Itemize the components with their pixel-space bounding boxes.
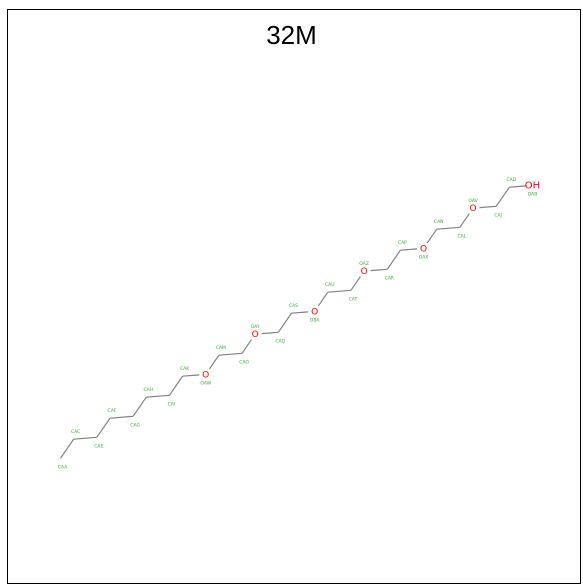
bond-oaw-cam: [208, 354, 220, 370]
bond-cat-oaz: [350, 276, 361, 291]
atom-symbol-oax: O: [420, 244, 427, 254]
atom-label-cal: CAL: [458, 233, 467, 239]
atom-label-cam: CAM: [216, 345, 226, 351]
bond-caa-cac: [60, 438, 75, 459]
bond-caf-cag: [109, 415, 134, 419]
atom-label-cae: CAE: [94, 443, 103, 449]
bond-cah-cai: [146, 394, 170, 398]
bond-cag-cah: [132, 396, 147, 417]
atom-label-cak: CAK: [180, 366, 190, 372]
atom-label-caa: CAA: [58, 464, 68, 470]
atom-label-cai: CAI: [168, 401, 176, 407]
bond-can-cal: [436, 226, 460, 230]
bond-cao-oay: [241, 339, 253, 354]
bond-cak-oaw: [182, 374, 200, 377]
atom-label-cat: CAT: [349, 296, 358, 302]
bond-car-cap: [386, 249, 401, 270]
bond-oav-caj: [479, 205, 497, 209]
atom-label-cau: CAU: [325, 282, 335, 288]
atom-label-cah: CAH: [143, 387, 153, 393]
bond-oba-cau: [317, 291, 329, 307]
atom-label-oax: OAX: [419, 254, 429, 260]
bond-cai-cak: [168, 375, 184, 396]
atom-label-cas: CAS: [289, 303, 298, 309]
bond-oaz-car: [370, 268, 388, 272]
atom-label-caj: CAJ: [494, 212, 502, 218]
atom-symbol-oab: OH: [525, 180, 540, 191]
bond-cad-oab: [509, 185, 527, 188]
atom-symbol-oba: O: [311, 307, 318, 317]
molecule-title: 32M: [266, 20, 317, 50]
bond-cas-oba: [291, 311, 309, 314]
atom-label-cad: CAD: [506, 177, 516, 183]
bond-oay-caq: [261, 331, 279, 335]
atom-label-caq: CAQ: [276, 338, 286, 344]
atom-label-can: CAN: [434, 219, 444, 225]
atom-label-oab: OAB: [528, 191, 538, 197]
figure-frame: [7, 9, 581, 584]
bond-cal-oav: [459, 213, 470, 228]
atom-label-oaw: OAW: [200, 380, 211, 386]
atom-label-cao: CAO: [239, 359, 249, 365]
bond-cam-cao: [218, 352, 243, 356]
atom-label-oba: OBA: [310, 317, 321, 323]
bond-cau-cat: [327, 289, 352, 293]
atom-symbol-oaw: O: [202, 370, 209, 380]
bond-cae-caf: [96, 417, 111, 438]
bond-cac-cae: [73, 436, 97, 440]
atom-label-caf: CAF: [108, 408, 117, 414]
atom-symbol-oay: O: [252, 330, 259, 340]
bond-cap-oax: [400, 248, 418, 251]
atom-label-oaz: OAZ: [359, 261, 369, 267]
bond-caq-cas: [277, 312, 292, 333]
atom-label-oav: OAV: [468, 198, 478, 204]
bond-oax-can: [426, 228, 438, 244]
atom-label-cap: CAP: [398, 240, 407, 246]
atom-symbol-oav: O: [469, 204, 476, 214]
atom-label-cag: CAG: [130, 422, 140, 428]
atom-label-oay: OAY: [251, 324, 260, 330]
atom-symbol-oaz: O: [361, 267, 368, 277]
bond-caj-cad: [495, 186, 510, 207]
atom-label-car: CAR: [385, 275, 394, 281]
atom-label-cac: CAC: [71, 429, 80, 435]
